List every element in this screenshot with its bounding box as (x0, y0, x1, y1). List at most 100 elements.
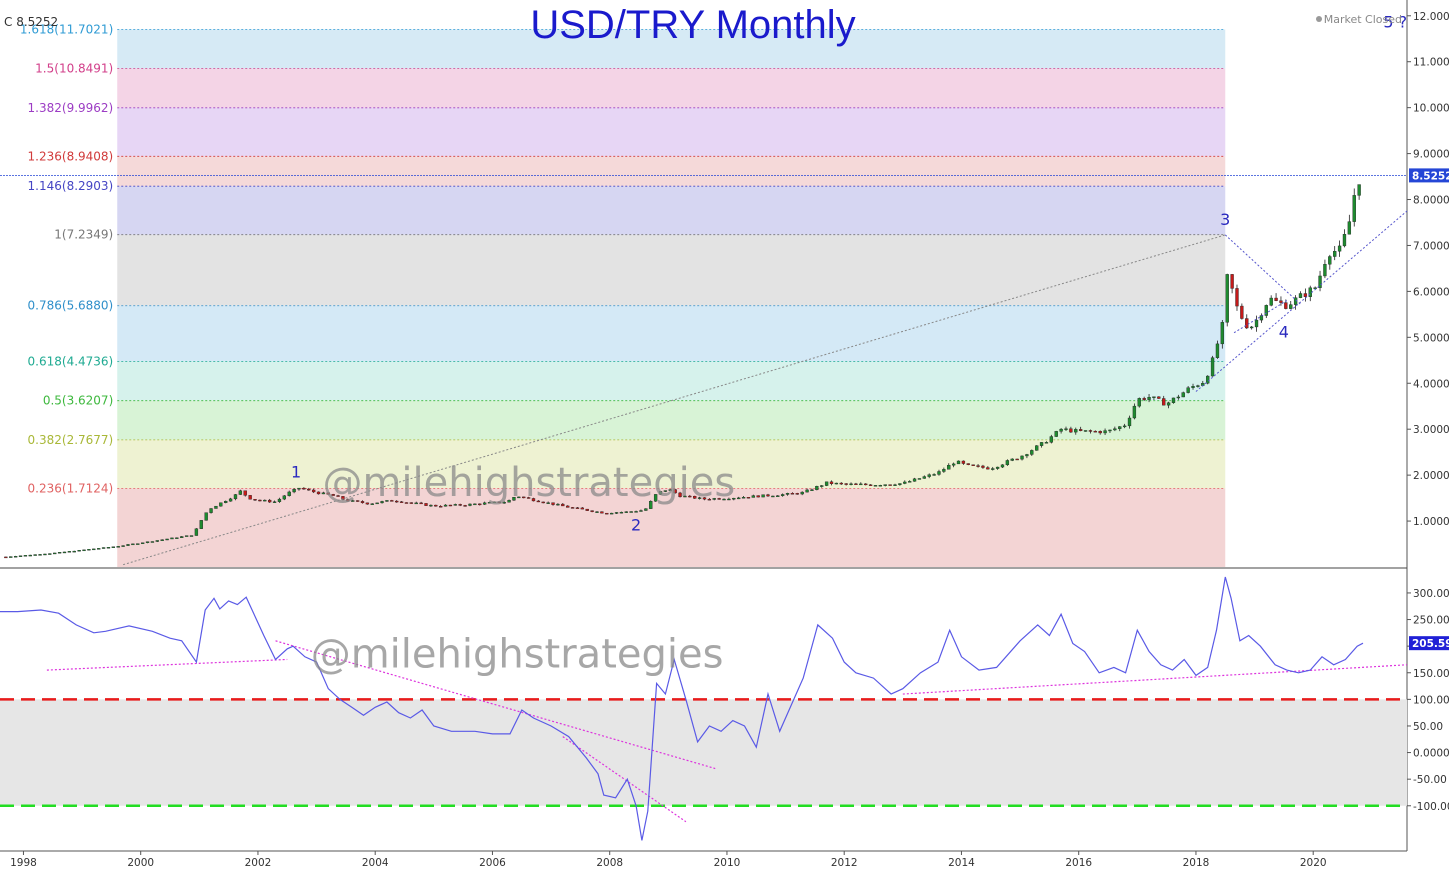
candle-body (233, 494, 238, 500)
candle-body (145, 541, 150, 543)
candle-body (795, 493, 799, 495)
candle-body (815, 486, 819, 490)
candle-body (707, 498, 712, 501)
cci-tick-label: 100.00 (1413, 694, 1449, 706)
candle-body (810, 489, 814, 491)
price-trendline (1224, 234, 1302, 306)
candle-body (468, 503, 472, 506)
cci-tick-label: -50.00 (1413, 774, 1447, 786)
candle-body (551, 502, 555, 505)
candle-body (746, 497, 751, 499)
price-tick-label: 12.0000 (1413, 11, 1449, 23)
candle-body (1113, 428, 1117, 431)
candle-body (140, 542, 145, 544)
wave-label: 2 (631, 515, 641, 534)
candle-body (1054, 431, 1058, 437)
candle-body (375, 502, 379, 505)
candle-body (165, 538, 169, 541)
x-tick-label: 2004 (362, 857, 389, 869)
candle-body (1064, 428, 1068, 430)
candle-body (693, 495, 697, 499)
candle-body (18, 555, 23, 557)
price-tick-label: 1.0000 (1413, 516, 1449, 528)
candle-body (67, 551, 72, 553)
candle-body (531, 498, 536, 502)
candle-body (62, 551, 67, 554)
candle-body (1342, 234, 1347, 247)
x-tick-label: 1998 (10, 857, 37, 869)
x-tick-label: 2012 (831, 857, 858, 869)
candle-body (209, 508, 213, 513)
candle-body (1206, 375, 1210, 384)
candle-body (1215, 343, 1220, 358)
candle-body (38, 554, 42, 556)
watermark-price: @milehighstrategies (322, 460, 735, 506)
candle-body (482, 502, 487, 505)
candle-body (947, 464, 951, 470)
candle-body (82, 549, 86, 552)
candle-body (653, 494, 658, 502)
candle-body (776, 495, 780, 497)
x-tick-label: 2018 (1183, 857, 1210, 869)
candle-body (727, 498, 731, 501)
candle-body (111, 546, 116, 548)
cci-tick-label: -100.00 (1413, 801, 1449, 813)
candle-body (512, 497, 516, 501)
candle-body (1171, 397, 1176, 403)
candle-body (302, 487, 306, 490)
candle-body (1347, 221, 1352, 235)
candle-body (785, 493, 790, 495)
candle-body (1323, 264, 1327, 277)
candle-body (380, 501, 384, 504)
candle-body (1118, 426, 1122, 429)
candle-body (888, 484, 892, 486)
cci-tick-label: 0.0000 (1413, 748, 1449, 760)
candle-body (678, 492, 682, 498)
candle-body (13, 556, 18, 558)
candle-body (712, 498, 716, 500)
candle-body (898, 483, 902, 485)
fib-level-label: 1.236(8.9408) (28, 149, 114, 163)
fib-zone (117, 439, 1226, 489)
candle-body (253, 499, 257, 501)
wave-label: 1 (291, 462, 301, 481)
candle-body (624, 511, 628, 513)
candle-body (800, 491, 804, 495)
x-tick-label: 2010 (714, 857, 741, 869)
candle-body (370, 503, 374, 505)
candle-body (1337, 245, 1342, 252)
candle-body (492, 501, 497, 504)
candle-body (605, 512, 609, 515)
candle-body (844, 483, 848, 485)
candle-body (473, 503, 477, 506)
candle-body (658, 491, 663, 495)
candle-body (307, 488, 311, 491)
x-tick-label: 2000 (127, 857, 154, 869)
cci-value-label: 205.59 (1412, 638, 1449, 650)
candle-body (717, 498, 721, 500)
candle-body (106, 547, 111, 549)
candle-body (199, 520, 203, 529)
candle-body (1210, 357, 1215, 377)
candle-body (722, 498, 726, 501)
candle-body (28, 554, 32, 557)
candle-body (981, 465, 985, 468)
candle-body (194, 528, 199, 536)
candle-body (243, 490, 247, 496)
candle-body (248, 495, 252, 500)
candle-body (1088, 430, 1093, 432)
candle-body (556, 503, 560, 506)
fib-zone (117, 68, 1226, 108)
x-tick-label: 2006 (479, 857, 506, 869)
candle-body (761, 494, 765, 498)
candle-body (1284, 302, 1288, 309)
market-status-label: Market Closed (1324, 13, 1402, 26)
candle-body (702, 497, 707, 500)
candle-body (175, 537, 179, 539)
candle-body (355, 500, 360, 502)
candle-body (429, 504, 433, 507)
candle-body (1103, 430, 1107, 434)
candle-body (204, 512, 208, 521)
candle-body (526, 497, 531, 499)
